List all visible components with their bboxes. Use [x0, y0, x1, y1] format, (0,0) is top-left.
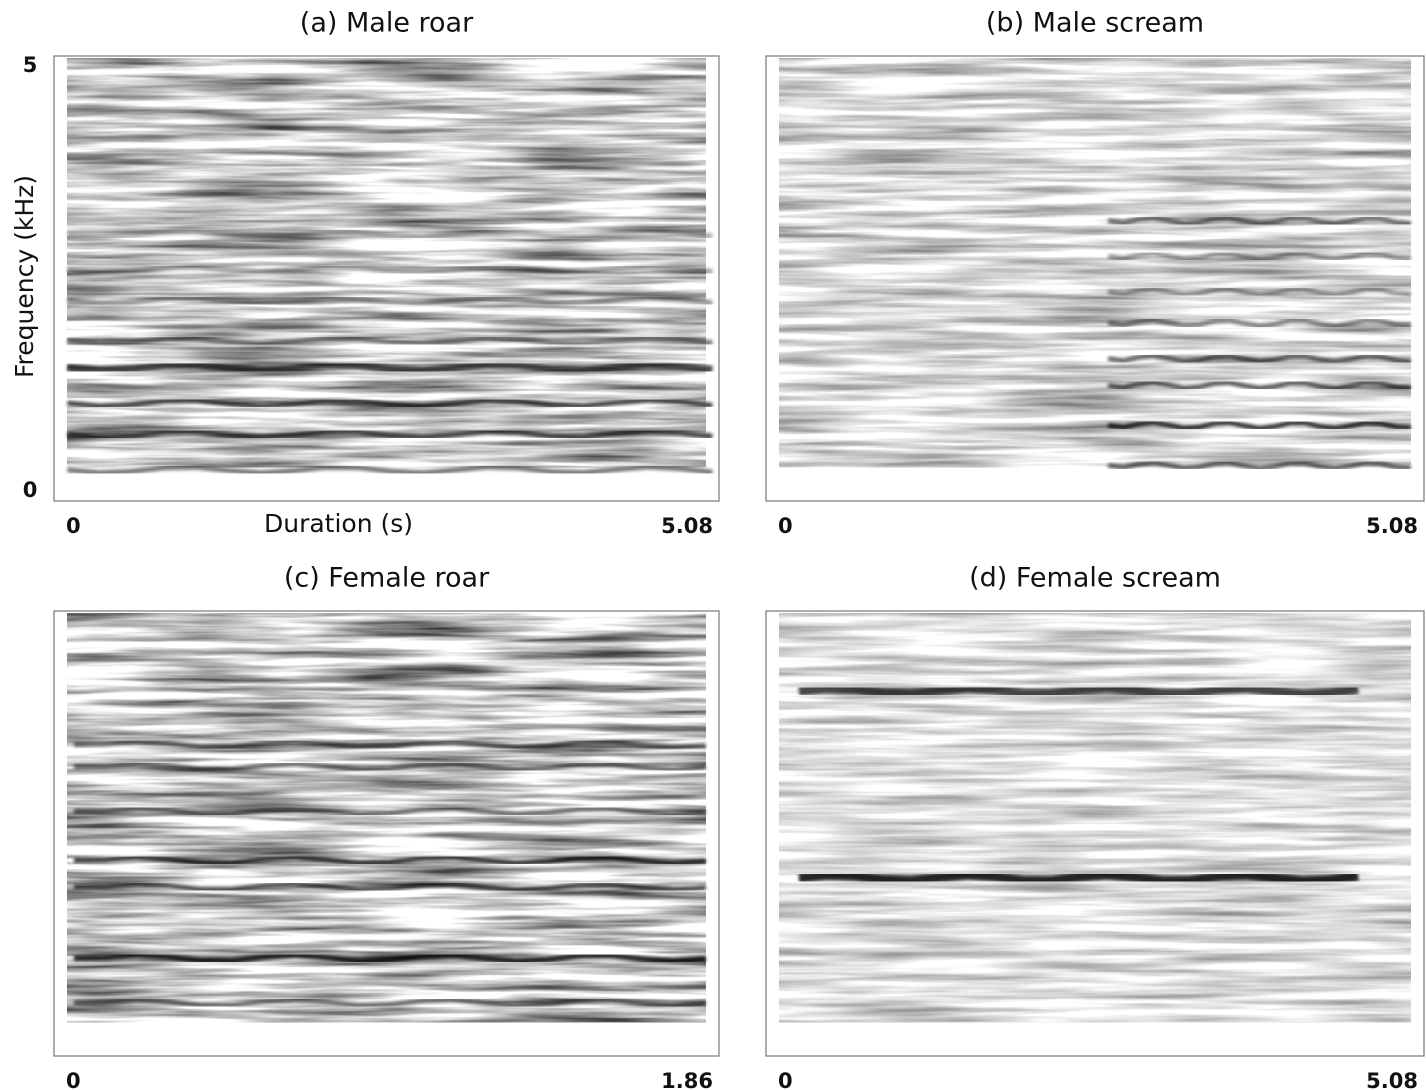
harmonic-band	[73, 854, 706, 866]
y-axis-label: Frequency (kHz)	[10, 175, 39, 378]
panel-title: (c) Female roar	[284, 563, 490, 594]
harmonic-band	[73, 952, 706, 965]
x-tick-label: 5.08	[661, 514, 713, 538]
harmonic-band	[67, 294, 713, 307]
harmonic-band	[1107, 250, 1412, 262]
x-tick-label: 1.86	[661, 1069, 713, 1090]
harmonic-band	[798, 869, 1359, 886]
x-tick-label: 5.08	[1366, 1069, 1418, 1090]
y-tick-label: 0	[23, 478, 38, 502]
plot-frame	[765, 55, 1425, 502]
harmonic-band	[67, 397, 713, 409]
plot-frame	[53, 610, 720, 1057]
spectrogram-panel: (c) Female roar 0 1.86	[53, 563, 720, 1090]
harmonic-band	[67, 334, 713, 347]
panel-title: (b) Male scream	[986, 8, 1204, 39]
panel-title: (d) Female scream	[969, 563, 1221, 594]
harmonic-band	[1107, 353, 1412, 365]
harmonic-band	[73, 881, 706, 893]
spectrogram-panel: (b) Male scream 0 5.08	[765, 8, 1425, 538]
plot-frame	[765, 610, 1425, 1057]
harmonic-band	[798, 683, 1359, 699]
x-tick-label: 0	[778, 1069, 793, 1090]
harmonic-band	[1107, 419, 1412, 431]
harmonic-band	[73, 805, 706, 817]
spectrogram-panel: (a) Male roar 0 5.08 0 5 Duration (s) Frequenc…	[10, 8, 720, 538]
spectrogram-texture	[779, 58, 1411, 468]
x-tick-label: 5.08	[1366, 514, 1418, 538]
harmonic-band	[67, 464, 713, 476]
harmonic-band	[67, 263, 713, 276]
harmonic-band	[67, 228, 713, 241]
x-tick-label: 0	[778, 514, 793, 538]
panel-title: (a) Male roar	[300, 8, 474, 39]
y-tick-label: 5	[23, 53, 38, 77]
x-tick-label: 0	[66, 514, 81, 538]
x-axis-label: Duration (s)	[264, 509, 413, 538]
harmonic-band	[1107, 379, 1412, 391]
harmonic-band	[1107, 317, 1412, 329]
harmonic-band	[73, 997, 706, 1009]
x-tick-label: 0	[66, 1069, 81, 1090]
spectrogram-panel: (d) Female scream 0 5.08	[765, 563, 1425, 1090]
harmonic-band	[1107, 215, 1412, 227]
plot-frame	[53, 55, 720, 502]
harmonic-band	[67, 428, 713, 441]
spectrogram-texture	[779, 613, 1411, 1023]
harmonic-band	[1107, 459, 1412, 471]
harmonic-band	[73, 739, 706, 751]
harmonic-band	[1107, 286, 1412, 298]
harmonic-band	[66, 360, 713, 375]
harmonic-band	[73, 761, 706, 773]
